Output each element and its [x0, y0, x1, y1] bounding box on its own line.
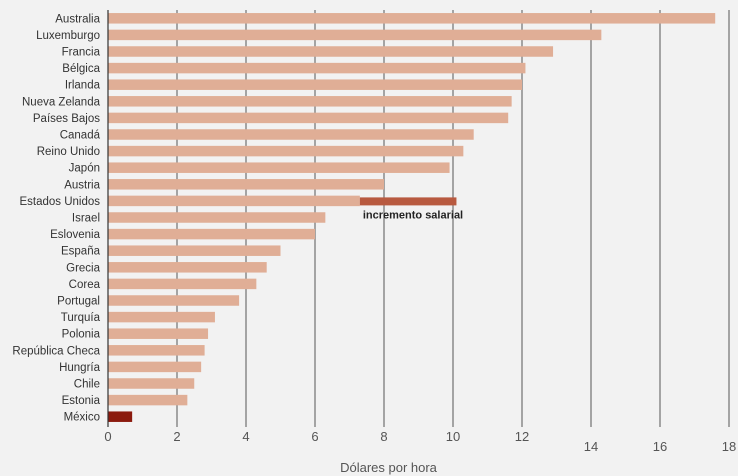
x-tick-labels: 0 2 4 6 8 10 12 14 16 18 [104, 429, 736, 454]
annotation-group: incremento salarial [359, 197, 463, 221]
category-label: Japón [69, 163, 100, 175]
bar [108, 129, 474, 140]
category-label: Luxemburgo [36, 30, 100, 42]
bar [108, 328, 209, 339]
bar [108, 13, 716, 24]
bar [108, 278, 257, 290]
category-label: Hungría [59, 362, 101, 374]
bar [108, 112, 509, 124]
category-label: Nueva Zelanda [22, 96, 101, 108]
category-label: Países Bajos [33, 113, 100, 125]
x-axis-title: Dólares por hora [340, 460, 438, 475]
annotation-bar [359, 197, 457, 206]
category-label: Irlanda [65, 80, 101, 92]
category-label: Grecia [66, 262, 100, 274]
bar [108, 345, 205, 356]
category-label: Austria [64, 179, 100, 191]
bar [108, 96, 512, 107]
bar [108, 245, 281, 256]
bar [108, 378, 195, 389]
bar [108, 145, 464, 157]
category-label: Australia [55, 13, 100, 25]
bar [108, 311, 215, 323]
category-label: Polonia [62, 329, 101, 341]
category-label: Corea [69, 279, 101, 291]
x-tick-label: 6 [311, 429, 318, 444]
category-label: Israel [72, 213, 100, 225]
bar [108, 262, 267, 273]
category-label: Turquía [61, 312, 101, 324]
bar [108, 361, 202, 373]
category-label: Reino Unido [37, 146, 100, 158]
category-label: México [64, 412, 100, 424]
category-label: Portugal [57, 296, 100, 308]
bar [108, 228, 315, 240]
x-tick-label: 14 [584, 439, 598, 454]
bar [108, 295, 240, 306]
x-tick-label: 0 [104, 429, 111, 444]
bar [108, 411, 133, 422]
x-tick-label: 16 [653, 439, 667, 454]
x-tick-label: 12 [515, 429, 529, 444]
x-tick-label: 10 [446, 429, 460, 444]
category-label: Estados Unidos [19, 196, 100, 208]
x-tick-label: 8 [380, 429, 387, 444]
category-label: Francia [62, 47, 101, 59]
category-label: España [61, 246, 101, 258]
category-label: Estonia [62, 395, 101, 407]
bar [108, 212, 326, 223]
bar [108, 162, 450, 173]
x-tick-label: 18 [722, 439, 736, 454]
bar [108, 79, 522, 90]
category-label: Chile [74, 379, 100, 391]
bar [108, 46, 554, 57]
category-label: República Checa [12, 345, 100, 357]
category-label: Canadá [60, 130, 101, 142]
bar [108, 62, 526, 74]
x-tick-label: 2 [173, 429, 180, 444]
category-labels: Australia Luxemburgo Francia Bélgica Irlanda… [12, 13, 100, 423]
category-label: Eslovenia [50, 229, 100, 241]
bar [108, 29, 602, 41]
bar [108, 394, 188, 406]
bars [108, 13, 716, 422]
bar [108, 179, 384, 190]
category-label: Bélgica [62, 63, 100, 75]
x-tick-label: 4 [242, 429, 249, 444]
annotation-label: incremento salarial [363, 209, 463, 221]
bar [108, 195, 360, 207]
